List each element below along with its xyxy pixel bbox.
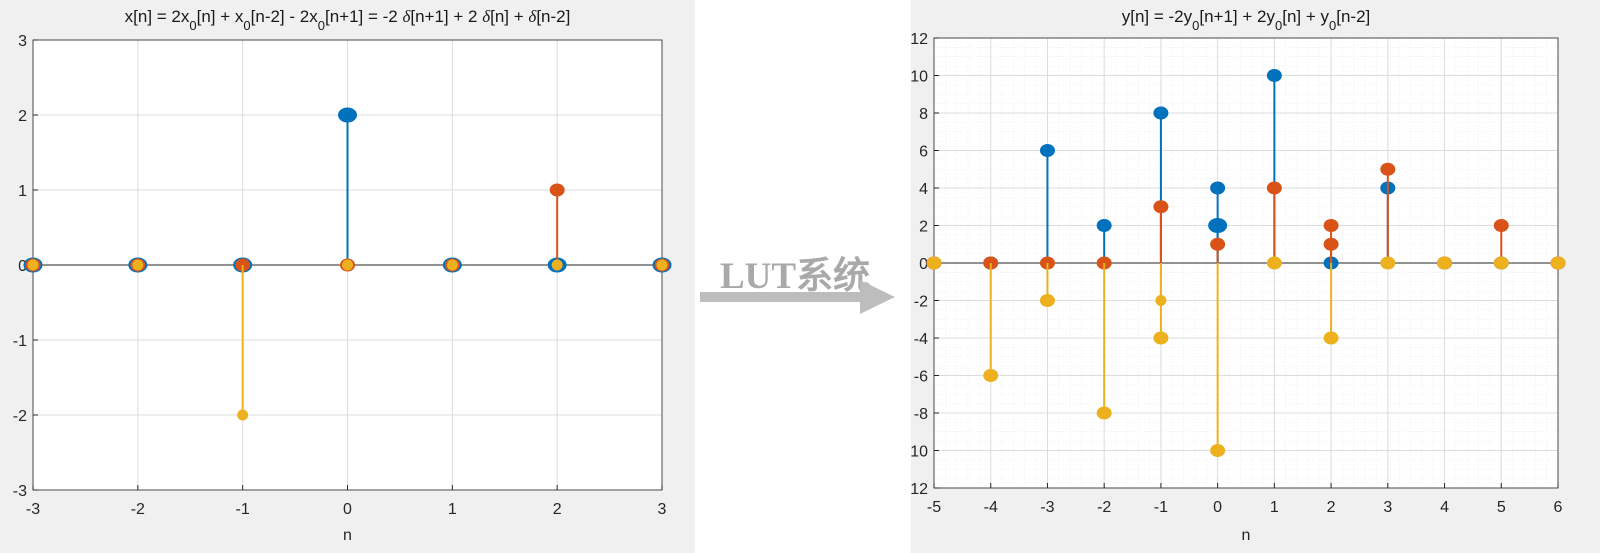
y-tick-label: 0 [18,258,27,275]
y-tick-label: -2 [914,294,928,311]
x-tick-label: -2 [131,501,145,518]
stem-marker [1210,237,1226,251]
y-tick-label: -3 [13,483,27,500]
x-tick-label: 3 [658,501,667,518]
x-tick-label: -3 [1040,499,1054,516]
stem-marker [656,259,668,271]
stem-marker [1153,200,1169,214]
stem-series [926,256,1566,457]
stem-marker [1155,295,1167,306]
stem-marker [1266,181,1282,195]
x-tick-label: -4 [984,499,998,516]
stem-marker [1550,256,1566,270]
y-tick-label: 8 [919,106,928,123]
x-tick-label: -3 [26,501,40,518]
x-tick-label: 1 [1270,499,1279,516]
x-tick-label: 2 [553,501,562,518]
stem-series [27,259,668,421]
right-chart-panel: -5-4-3-2-10123456-12-10-8-6-4-2024681012… [911,0,1600,553]
stem-marker [1039,144,1055,157]
x-axis-label: n [1242,527,1251,544]
stem-marker [27,259,39,271]
stem-marker [926,256,942,270]
y-tick-label: -6 [914,369,928,386]
y-tick-label: -4 [914,331,928,348]
stem-marker [342,259,353,271]
stem-marker [1210,181,1226,195]
stem-marker [1266,256,1282,270]
stem-marker [1210,444,1226,457]
y-tick-label: 10 [911,69,928,86]
stem-marker [446,259,458,271]
stem-marker [1096,219,1112,232]
x-tick-label: 0 [1213,499,1222,516]
y-tick-label: 2 [18,108,27,125]
stem-marker [1153,331,1169,345]
x-tick-label: 0 [343,501,352,518]
y-tick-label: -10 [911,444,928,461]
left-stem-chart: -3 -2 -1 0 1 2 3 -3 -2 -1 0 1 2 3 n x[n] = 2x0[n] + x0[… [13,7,672,544]
stem-marker [1493,256,1509,270]
stem-marker [983,369,999,382]
x-tick-label: -2 [1097,499,1111,516]
stem-marker [237,409,249,421]
x-tick-label: 5 [1497,499,1506,516]
stem-marker [1096,406,1112,420]
stem-marker [1323,237,1339,251]
stem-series [1155,263,1167,306]
transform-arrow: LUT系统 [700,245,915,325]
stem-marker [551,259,563,271]
left-chart-panel: -3 -2 -1 0 1 2 3 -3 -2 -1 0 1 2 3 n x[n] = 2x0[n] + x0[… [0,0,695,553]
y-tick-label: -8 [914,406,928,423]
y-tick-label: 1 [18,183,27,200]
x-tick-label: 2 [1327,499,1336,516]
right-stem-chart: -5-4-3-2-10123456-12-10-8-6-4-2024681012… [911,7,1566,544]
y-tick-label: -12 [911,481,928,498]
chart-title: y[n] = -2y0[n+1] + 2y0[n] + y0[n-2] [1122,7,1371,33]
stem-marker [1380,162,1396,176]
stem-marker [1039,294,1055,307]
x-tick-label: -1 [1154,499,1168,516]
stem-marker [1437,256,1453,270]
stem-marker [338,107,357,123]
x-axis-label: n [343,527,352,544]
stem-marker [1380,256,1396,270]
y-tick-label: 12 [911,31,928,48]
stem-marker [549,183,565,197]
x-tick-label: 3 [1383,499,1392,516]
x-tick-label: -1 [236,501,250,518]
arrow-label: LUT系统 [720,256,871,297]
stem-marker [1493,219,1509,232]
y-tick-label: 2 [919,219,928,236]
y-tick-label: 3 [18,33,27,50]
stem-marker [1323,219,1339,232]
y-tick-label: -2 [13,408,27,425]
y-tick-label: 6 [919,144,928,161]
stem-marker [132,259,144,271]
y-tick-label: 4 [919,181,928,198]
chart-title: x[n] = 2x0[n] + x0[n-2] - 2x0[n+1] = -2 … [125,7,571,33]
y-tick-label: -1 [13,333,27,350]
x-tick-label: 6 [1554,499,1563,516]
x-tick-label: 1 [448,501,457,518]
y-tick-label: 0 [919,256,928,273]
x-tick-label: -5 [927,499,941,516]
x-tick-label: 4 [1440,499,1449,516]
stem-marker [1266,69,1282,82]
stem-marker [1153,106,1169,120]
stem-series [1323,237,1339,263]
right-arrow-icon [700,280,895,314]
stem-marker [1323,331,1339,345]
